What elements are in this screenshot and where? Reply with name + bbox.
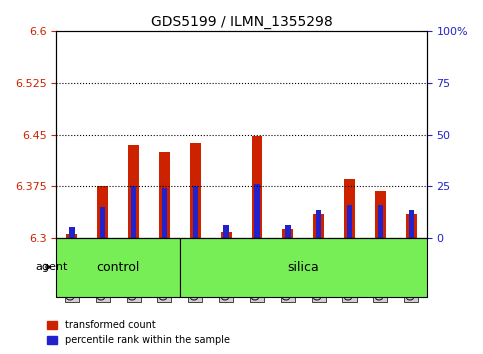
Bar [128, 145, 139, 238]
Bar [283, 229, 293, 238]
Bar [67, 234, 77, 238]
Bar [313, 213, 324, 238]
Bar [316, 210, 321, 238]
Title: GDS5199 / ILMN_1355298: GDS5199 / ILMN_1355298 [151, 15, 332, 29]
Bar [254, 184, 260, 238]
Bar [347, 205, 352, 238]
Bar [100, 207, 105, 238]
Bar [162, 188, 167, 238]
Bar [406, 213, 417, 238]
Bar [224, 225, 229, 238]
FancyBboxPatch shape [57, 238, 180, 297]
Bar [193, 186, 198, 238]
Bar [375, 191, 386, 238]
Bar [378, 205, 383, 238]
FancyBboxPatch shape [180, 238, 426, 297]
Bar [285, 225, 291, 238]
Text: control: control [97, 261, 140, 274]
Bar [98, 186, 108, 238]
Bar [190, 143, 201, 238]
Bar [221, 232, 231, 238]
Bar [252, 136, 262, 238]
Bar [344, 179, 355, 238]
Bar [409, 210, 414, 238]
Text: agent: agent [35, 262, 67, 272]
Text: silica: silica [287, 261, 319, 274]
Legend: transformed count, percentile rank within the sample: transformed count, percentile rank withi… [43, 316, 234, 349]
Bar [69, 227, 74, 238]
Bar [159, 152, 170, 238]
Bar [131, 186, 136, 238]
